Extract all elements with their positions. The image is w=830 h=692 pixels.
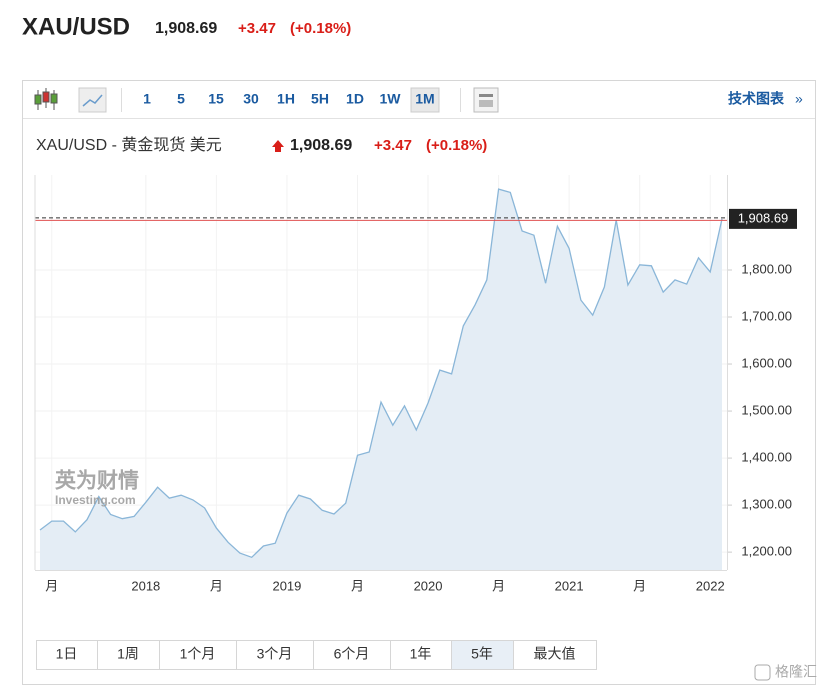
panel [22,80,816,685]
change-pct: (+0.18%) [290,20,351,37]
chart-change-pct: (+0.18%) [426,137,487,154]
change: +3.47 [238,20,276,37]
chart-change: +3.47 [374,137,412,154]
watermark-brand: 英为财情 [55,469,139,493]
interval[interactable]: 1D [346,91,364,107]
range-label[interactable]: 1年 [410,646,432,662]
x-tick-label: 月 [210,578,223,593]
range-button[interactable] [313,640,391,670]
last-price-box [729,208,797,229]
x-tick-label: 月 [45,578,58,593]
chart-title: XAU/USD - 黄金现货 美元 [36,136,222,154]
range-button[interactable] [513,640,597,670]
range-label[interactable]: 1日 [56,646,78,662]
x-tick-label: 月 [492,578,505,593]
range-button[interactable] [451,640,514,670]
x-tick-label: 2018 [131,578,160,593]
logo-icon [754,664,771,681]
range-label[interactable]: 1个月 [180,646,216,662]
range-label[interactable]: 6个月 [334,646,370,662]
x-tick-label: 2022 [696,578,725,593]
interval[interactable]: 30 [243,91,259,107]
technical-link[interactable]: 技术图表 [728,91,785,107]
symbol: XAU/USD [22,13,130,40]
watermark-site: Investing.com [55,493,136,507]
interval[interactable]: 1W [380,91,402,107]
y-tick-label: 1,300.00 [741,497,792,512]
last-price-label: 1,908.69 [738,210,789,225]
interval[interactable]: 1M [415,91,434,107]
x-tick-label: 月 [351,578,364,593]
y-tick-label: 1,600.00 [741,355,792,370]
news-icon-bar [479,94,493,97]
range-buttons: 1日 1周 1个月 3个月 6个月 1年 5年 最大值 [36,640,597,670]
x-tick-label: 2020 [414,578,443,593]
x-tick-label: 月 [633,578,646,593]
plot: 1,200.00 1,300.00 1,400.00 1,500.00 1,600.00… [35,175,797,593]
area [40,189,722,570]
interval[interactable]: 1 [143,91,151,107]
link-arrow[interactable]: » [795,91,803,107]
line-icon-path [82,94,103,107]
y-tick-label: 1,500.00 [741,402,792,417]
y-tick-label: 1,800.00 [741,261,792,276]
line [39,188,723,559]
range-button[interactable] [36,640,98,670]
range-label[interactable]: 1周 [117,646,139,662]
interval[interactable]: 5 [177,91,185,107]
x-tick-label: 2019 [272,578,301,593]
interval[interactable]: 1H [277,91,295,107]
range-label[interactable]: 5年 [471,646,493,662]
line-icon[interactable] [78,87,107,113]
interval[interactable]: 5H [311,91,329,107]
candle-icon[interactable] [34,88,58,110]
x-tick-label: 2021 [555,578,584,593]
logo: 格隆汇 [775,664,817,680]
range-button[interactable] [390,640,452,670]
range-label[interactable]: 3个月 [257,646,293,662]
interval[interactable]: 15 [208,91,224,107]
chart-price: 1,908.69 [290,137,352,154]
range-button[interactable] [159,640,237,670]
price: 1,908.69 [155,20,217,37]
y-tick-label: 1,200.00 [741,544,792,559]
range-label[interactable]: 最大值 [534,646,576,662]
interval-active [410,87,440,113]
news-icon-body [479,100,493,107]
range-button[interactable] [236,640,314,670]
y-tick-label: 1,400.00 [741,450,792,465]
up-arrow [272,140,284,152]
y-tick-label: 1,700.00 [741,308,792,323]
